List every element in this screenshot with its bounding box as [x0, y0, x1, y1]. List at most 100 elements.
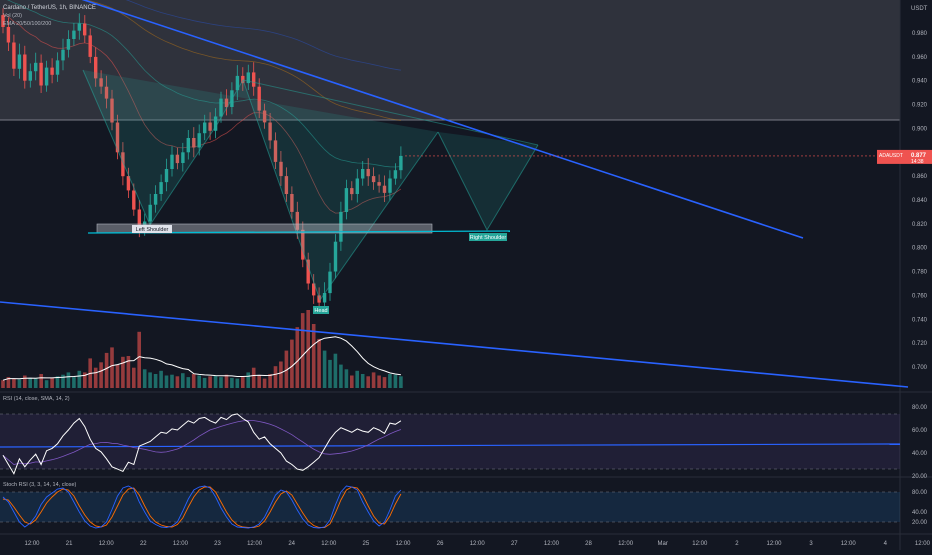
volume-bar — [33, 378, 38, 388]
stoch-tick-label: 40.00 — [912, 510, 928, 516]
time-tick-label: 22 — [140, 541, 147, 547]
rsi-ma-line — [2, 419, 402, 465]
price-tick-label: 0.960 — [912, 55, 928, 61]
time-tick-label: 21 — [66, 541, 73, 547]
volume-bar — [208, 376, 212, 388]
price-tick-label: 0.760 — [912, 293, 928, 299]
volume-bar — [55, 376, 60, 388]
candle — [246, 72, 250, 84]
ema-100-line — [83, 0, 401, 121]
candle — [344, 188, 349, 212]
volume-ma-line — [2, 336, 401, 381]
price-tag-symbol: ADAUSDT — [879, 153, 903, 159]
candle — [126, 176, 131, 191]
candle — [44, 67, 49, 86]
candle — [257, 86, 261, 111]
volume-bar — [311, 324, 316, 388]
volume-bar — [126, 356, 131, 388]
candle — [88, 35, 92, 57]
pattern-fill-left — [83, 70, 438, 300]
candle — [153, 194, 158, 205]
time-tick-label: 12:00 — [692, 541, 708, 547]
candle — [34, 62, 38, 72]
volume-bar — [246, 372, 250, 388]
stoch-axis: 80.00 40.00 20.00 — [912, 490, 928, 526]
price-tick-label: 0.820 — [912, 222, 928, 228]
candle — [219, 98, 223, 117]
candle — [213, 116, 218, 131]
chart-title[interactable]: Cardano / TetherUS, 1h, BINANCE — [3, 5, 96, 11]
rsi-tick-label: 20.00 — [912, 474, 928, 480]
volume-bar — [393, 374, 398, 388]
candle — [393, 170, 398, 179]
candle — [192, 138, 196, 148]
candle — [6, 27, 11, 43]
candle — [301, 229, 305, 260]
time-tick-label: 12:00 — [321, 541, 337, 547]
candle — [355, 178, 359, 194]
volume-bar — [339, 364, 343, 388]
volume-indicator-label[interactable]: Vol (20) — [3, 13, 22, 19]
volume-bar — [191, 374, 196, 388]
candle — [104, 86, 109, 99]
candle — [83, 23, 87, 36]
volume-bar — [399, 376, 403, 388]
price-axis[interactable]: 0.700 0.720 0.740 0.760 0.780 0.800 0.820 0.840… — [912, 31, 928, 371]
pattern-fill-right — [438, 132, 538, 230]
candle — [371, 176, 376, 183]
candle — [94, 56, 98, 79]
ema-50-line — [6, 0, 401, 168]
candle — [306, 259, 310, 284]
time-tick-label: 26 — [437, 541, 444, 547]
volume-bar — [322, 350, 327, 388]
volume-bar — [23, 375, 27, 388]
rsi-trendline[interactable] — [0, 443, 901, 448]
rsi-axis: 80.00 60.00 40.00 20.00 — [912, 405, 928, 480]
stoch-k-line — [2, 485, 402, 529]
candle — [279, 161, 283, 177]
time-tick-label: 12:00 — [395, 541, 411, 547]
time-tick-label: Mar — [658, 541, 668, 547]
time-tick-label: 27 — [511, 541, 518, 547]
candle — [132, 190, 136, 210]
volume-bar — [300, 313, 305, 388]
volume-bar — [186, 377, 191, 388]
time-axis[interactable]: 12:00 21 12:00 22 12:00 23 12:00 24 12:00 25 12:00… — [24, 541, 930, 547]
volume-bar — [181, 373, 185, 388]
head-label: Head — [314, 308, 327, 314]
candle — [55, 60, 60, 75]
ema-indicator-label[interactable]: EMA 20/50/100/200 — [3, 21, 51, 27]
volume-bar — [295, 327, 300, 388]
time-tick-label: 12:00 — [841, 541, 857, 547]
price-tick-label: 0.920 — [912, 103, 928, 109]
rsi-label[interactable]: RSI (14, close, SMA, 14, 2) — [3, 396, 70, 402]
candle — [50, 67, 54, 75]
candle — [175, 154, 180, 164]
price-tick-label: 0.980 — [912, 31, 928, 37]
time-tick-label: 12:00 — [915, 541, 931, 547]
price-tag-bg — [877, 149, 932, 164]
candle — [164, 169, 169, 183]
candle — [23, 54, 27, 81]
descending-trendline-lower[interactable] — [0, 301, 909, 388]
volume-bars — [1, 310, 403, 388]
candle — [377, 182, 381, 186]
descending-trendline-upper[interactable] — [60, 0, 804, 239]
candle — [295, 211, 299, 230]
candle — [333, 241, 338, 272]
price-tag-value: 0.877 — [911, 153, 927, 159]
candle — [350, 188, 354, 195]
volume-bar — [344, 369, 349, 388]
stoch-label[interactable]: Stoch RSI (3, 3, 14, 14, close) — [3, 482, 77, 488]
candle — [388, 178, 392, 193]
left-shoulder-label: Left Shoulder — [136, 227, 169, 233]
volume-bar — [202, 377, 207, 388]
volume-bar — [44, 380, 49, 388]
volume-bar — [241, 377, 245, 388]
candle — [28, 71, 32, 81]
volume-bar — [104, 352, 109, 388]
time-tick-label: 12:00 — [24, 541, 40, 547]
volume-bar — [159, 370, 163, 388]
